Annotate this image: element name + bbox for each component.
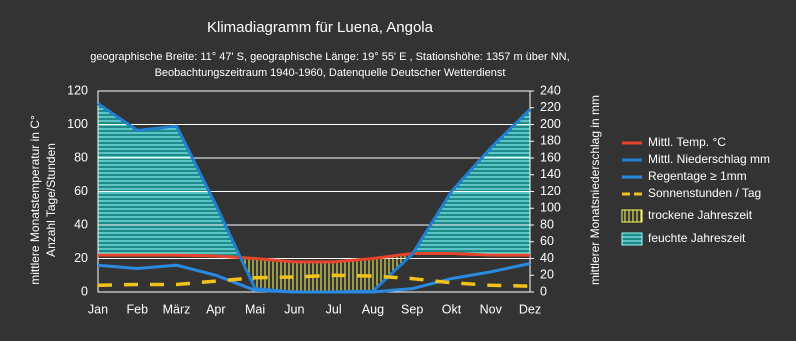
- series-line: [97, 262, 531, 294]
- y2-tick-label: 40: [540, 251, 554, 265]
- wet-season-area: [98, 103, 530, 262]
- x-tick-label: Dez: [519, 302, 541, 316]
- y-tick-label: 100: [67, 117, 88, 131]
- x-tick-label: Okt: [442, 302, 462, 316]
- chart-title: Klimadiagramm für Luena, Angola: [207, 19, 434, 36]
- legend-label: feuchte Jahreszeit: [648, 231, 746, 245]
- x-tick-label: Jul: [326, 302, 342, 316]
- y2-tick-label: 140: [540, 167, 561, 181]
- series-line: [98, 251, 530, 264]
- x-tick-label: Aug: [362, 302, 384, 316]
- y2-tick-label: 180: [540, 134, 561, 148]
- y2-tick-label: 20: [540, 268, 554, 282]
- y2-tick-label: 60: [540, 234, 554, 248]
- y2-tick-label: 0: [540, 284, 547, 298]
- dry-season-area: [98, 253, 530, 292]
- x-tick-label: Jan: [88, 302, 108, 316]
- y-tick-label: 20: [74, 251, 88, 265]
- y-tick-label: 80: [74, 150, 88, 164]
- y2-tick-label: 80: [540, 217, 554, 231]
- x-tick-label: Apr: [206, 302, 225, 316]
- x-tick-label: Nov: [480, 302, 503, 316]
- legend-label: Mittl. Temp. °C: [648, 135, 726, 149]
- y-axis-label: mittlere Monatstemperatur in C°: [28, 115, 42, 285]
- y-tick-label: 120: [67, 83, 88, 97]
- y2-tick-label: 200: [540, 117, 561, 131]
- y2-tick-label: 160: [540, 150, 561, 164]
- x-tick-label: Sep: [401, 302, 423, 316]
- subtitle: Beobachtungszeitraum 1940-1960, Datenque…: [155, 67, 506, 79]
- y2-axis-label: mittlerer Monatsniederschlag in mm: [588, 95, 602, 285]
- y-axis-label: Anzahl Tage/Stunden: [44, 143, 58, 257]
- x-tick-label: Feb: [126, 302, 148, 316]
- y2-tick-label: 240: [540, 83, 561, 97]
- x-tick-label: März: [163, 302, 191, 316]
- legend-label: Regentage ≥ 1mm: [648, 169, 747, 183]
- y2-tick-label: 100: [540, 201, 561, 215]
- y-tick-label: 60: [74, 184, 88, 198]
- legend-label: Mittl. Niederschlag mm: [648, 152, 770, 166]
- series-line: [97, 273, 531, 288]
- y-tick-label: 40: [74, 217, 88, 231]
- legend-label: trockene Jahreszeit: [648, 208, 753, 222]
- x-tick-label: Mai: [245, 302, 265, 316]
- y2-tick-label: 220: [540, 100, 561, 114]
- legend-swatch: [621, 232, 643, 246]
- x-tick-label: Jun: [284, 302, 304, 316]
- y2-tick-label: 120: [540, 184, 561, 198]
- y-tick-label: 0: [81, 284, 88, 298]
- legend-label: Sonnenstunden / Tag: [648, 186, 761, 200]
- subtitle: geographische Breite: 11° 47' S, geograp…: [90, 51, 569, 63]
- legend-swatch: [621, 209, 643, 223]
